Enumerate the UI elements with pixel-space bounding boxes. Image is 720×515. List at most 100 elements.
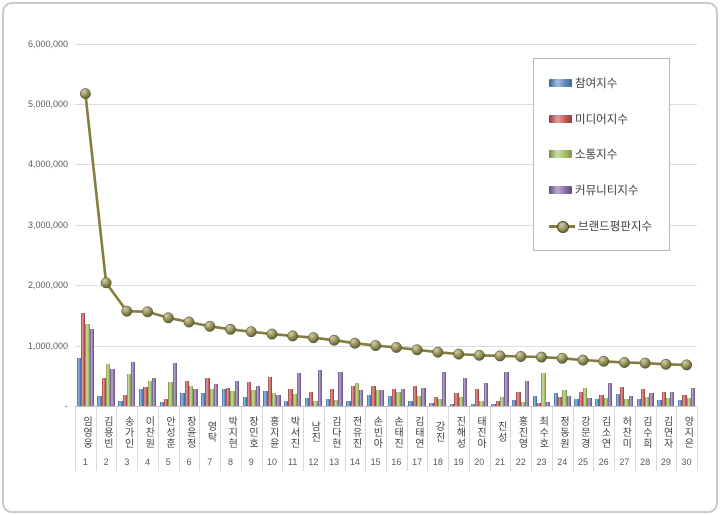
participation-index-bar xyxy=(242,396,247,406)
category-label-text: 김연자 xyxy=(661,415,673,449)
media-index-bar xyxy=(392,388,397,406)
category-separator xyxy=(323,407,325,471)
communication-index-bar xyxy=(500,396,505,406)
category-separator xyxy=(116,407,118,471)
category-label-text: 홍지윤 xyxy=(267,415,279,449)
rank-label: 29 xyxy=(660,457,671,467)
communication-index-bar xyxy=(665,397,671,406)
rank-label: 25 xyxy=(577,457,588,467)
rank-label: 6 xyxy=(186,457,192,467)
participation-index-bar xyxy=(512,400,517,406)
legend-item: 커뮤니티지수 xyxy=(549,182,665,198)
category-label: 김다현 xyxy=(324,409,345,455)
community-index-bar xyxy=(462,378,468,406)
bar-group xyxy=(531,46,552,406)
category-separator xyxy=(676,407,678,471)
category-label-text: 진해성 xyxy=(453,415,465,449)
communication-index-bar xyxy=(168,382,173,406)
community-index-bar xyxy=(214,383,219,406)
participation-index-bar xyxy=(97,396,102,406)
category-label: 최수호 xyxy=(531,409,552,455)
legend-label: 커뮤니티지수 xyxy=(575,185,639,198)
bar-group xyxy=(199,46,220,406)
participation-index-bar xyxy=(408,400,413,406)
y-axis-tick-label: 3,000,000 xyxy=(27,219,68,230)
media-index-bar xyxy=(143,386,148,406)
rank-label: 27 xyxy=(619,457,630,467)
category-separator xyxy=(406,407,408,471)
communication-index-bar xyxy=(292,393,297,406)
category-label: 강진 xyxy=(427,409,448,455)
bar-group xyxy=(593,46,614,406)
community-index-bar xyxy=(504,372,509,406)
rank-label: 19 xyxy=(453,457,464,467)
participation-index-bar xyxy=(678,400,683,406)
communication-index-bar xyxy=(520,401,526,406)
bar-group xyxy=(635,46,656,406)
category-label: 허찬미 xyxy=(614,409,635,455)
rank-label: 15 xyxy=(370,457,381,467)
communication-index-bar xyxy=(396,391,401,406)
bar-group xyxy=(345,46,366,406)
media-index-bar xyxy=(599,394,604,406)
community-index-bar xyxy=(421,387,426,406)
category-label-text: 손빈아 xyxy=(370,415,382,449)
community-index-bar xyxy=(545,401,551,406)
participation-index-bar xyxy=(491,403,496,406)
communication-index-bar xyxy=(603,398,608,406)
community-index-bar xyxy=(255,386,260,406)
category-label: 손빈아 xyxy=(365,409,386,455)
bar-group xyxy=(427,46,448,406)
community-index-bar xyxy=(172,363,177,406)
category-label: 홍진영 xyxy=(510,409,531,455)
category-separator xyxy=(510,407,512,471)
category-label: 송가인 xyxy=(116,409,137,455)
legend-item: 브랜드평판지수 xyxy=(549,218,665,234)
bar-group xyxy=(552,46,573,406)
category-label: 정동원 xyxy=(552,409,573,455)
category-label-text: 이찬원 xyxy=(142,415,154,449)
community-index-bar xyxy=(338,372,343,406)
participation-index-bar xyxy=(201,393,206,406)
participation-index-bar xyxy=(387,396,393,406)
category-label-text: 박지현 xyxy=(225,415,237,449)
community-index-bar xyxy=(670,392,675,406)
category-label-text: 김소연 xyxy=(598,415,610,449)
participation-index-bar xyxy=(470,404,475,406)
category-label-text: 정동원 xyxy=(557,415,569,449)
community-index-bar xyxy=(400,389,405,406)
media-index-bar xyxy=(474,388,480,406)
rank-label: 14 xyxy=(349,457,360,467)
category-label: 진해성 xyxy=(448,409,469,455)
legend-swatch-bar xyxy=(549,150,572,159)
community-index-bar xyxy=(110,368,115,406)
rank-label: 13 xyxy=(329,457,340,467)
category-label: 전유진 xyxy=(345,409,366,455)
communication-index-bar xyxy=(354,383,360,406)
rank-label: 3 xyxy=(124,457,130,467)
community-index-bar xyxy=(317,369,323,406)
category-separator xyxy=(634,407,636,471)
category-label-text: 강진 xyxy=(433,421,445,443)
category-separator xyxy=(365,407,367,471)
communication-index-bar xyxy=(126,374,132,406)
bar-group xyxy=(407,46,428,406)
media-index-bar xyxy=(495,401,501,406)
category-separator xyxy=(220,407,222,471)
rank-label: 24 xyxy=(557,457,568,467)
category-label-text: 장민호 xyxy=(246,415,258,449)
category-label: 장민호 xyxy=(241,409,262,455)
bar-group xyxy=(365,46,386,406)
communication-index-bar xyxy=(645,396,650,406)
category-label: 안성훈 xyxy=(158,409,179,455)
bar-group xyxy=(137,46,158,406)
media-index-bar xyxy=(640,389,646,406)
x-axis-line xyxy=(75,406,697,407)
media-index-bar xyxy=(267,377,272,406)
media-index-bar xyxy=(578,391,583,406)
communication-index-bar xyxy=(106,363,111,406)
legend-label: 소통지수 xyxy=(575,149,618,162)
community-index-bar xyxy=(379,390,385,406)
community-index-bar xyxy=(690,387,696,406)
